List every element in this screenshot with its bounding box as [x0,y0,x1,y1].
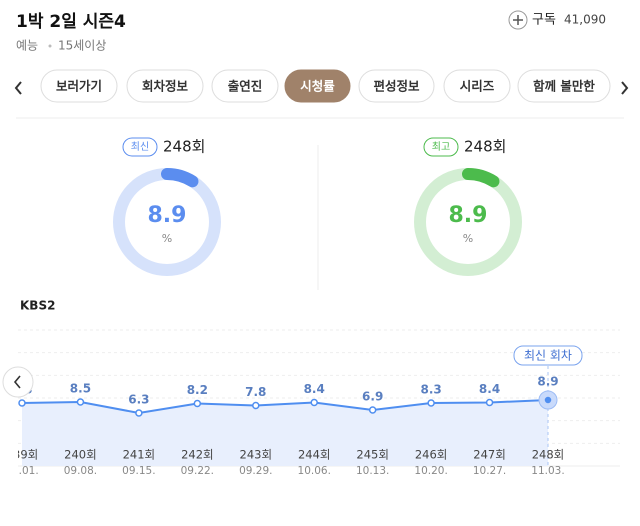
value-label: 8.3 [420,383,441,397]
x-date-label: 09.29. [239,465,272,477]
genre: 예능 [16,39,38,53]
value-label: 8.2 [187,383,208,397]
value-label: 6.3 [128,393,149,407]
tab-pill [517,69,611,103]
tab-label: 출연진 [228,79,263,94]
donut-arc [462,168,500,188]
badge-label: 최고 [432,141,450,153]
tabs-prev[interactable] [14,81,22,95]
tab[interactable]: 편성정보 [358,69,435,103]
rating: 15세이상 [58,39,106,53]
subscribe-label: 구독 [532,13,556,28]
tab-label: 함께 볼만한 [533,79,595,94]
point [193,399,202,408]
area [22,400,548,466]
point [310,398,318,407]
donut-unit: % [162,232,172,245]
value-label: 7.8 [245,385,266,399]
tab[interactable]: 출연진 [211,69,279,103]
summary: 최신 248회 8.9% 최고 248회 8.9% [113,137,522,276]
annotation: 최신 회차 [524,349,572,363]
donut-value: 8.9 [148,203,187,228]
tab[interactable]: 시리즈 [443,69,511,103]
point [485,398,494,407]
tab-label: 보러가기 [56,79,102,94]
x-tick-label: 245회 [356,448,389,462]
tabs: 보러가기 회차정보 출연진 시청률 편성정보 시리즈 함께 볼만한 [40,69,611,103]
value-label: 6.9 [362,390,383,404]
tab[interactable]: 함께 볼만한 [517,69,611,103]
x-tick-label: 247회 [473,448,506,462]
point [135,409,143,417]
donut-value: 8.9 [449,203,488,228]
subscribers: 41,090 [564,13,606,27]
tabs-next[interactable] [621,81,629,95]
tab-label: 편성정보 [373,79,420,94]
plus-circle [508,10,528,30]
badge [423,137,459,157]
x-tick-label: 243회 [240,448,273,462]
badge-label: 최신 [131,141,149,153]
point [18,399,26,407]
tab-label: 시리즈 [460,79,495,94]
badge [122,137,158,157]
episode: 248회 [163,138,205,156]
point [368,406,377,414]
point [544,396,552,404]
x-date-label: 09.22. [181,465,214,477]
donut-arc [161,168,199,188]
subscribe-button[interactable]: 구독 41,090 [508,10,606,30]
x-tick-label: 242회 [181,448,214,462]
tab-pill [443,69,511,103]
dot [48,44,52,48]
x-date-label: 10.20. [414,465,447,477]
x-date-label: 10.06. [298,465,331,477]
tab[interactable]: 보러가기 [40,69,118,103]
tab[interactable]: 회차정보 [126,69,204,103]
line [21,399,549,415]
tab[interactable]: 시청률 [284,69,351,103]
tab-pill [358,69,435,103]
annotation-box [513,345,583,366]
value-label: 8.9 [537,375,558,389]
tab-pill [284,69,351,103]
chart-prev-icon [13,375,21,389]
tab-pill [126,69,204,103]
tab-pill [211,69,279,103]
x-date-label: 09.08. [64,465,97,477]
episode: 248회 [464,138,506,156]
tab-pill [40,69,118,103]
point [427,399,435,407]
title: 1박 2일 시즌4 [16,12,126,32]
plus-icon [513,15,523,25]
x-tick-label: 239회 [6,448,39,462]
value-label: 8.4 [304,382,325,396]
x-tick-label: 240회 [64,448,97,462]
chart: 8.3 239회 09.01. 8.5 240회 09.08. 6.3 241회 09.15. 8… [5,329,620,477]
x-tick-label: 246회 [415,448,448,462]
x-date-label: 10.27. [473,465,506,477]
point [76,398,85,406]
point [252,401,260,410]
donut-unit: % [463,232,473,245]
x-date-label: 11.03. [531,465,564,477]
x-date-label: 09.15. [122,465,155,477]
x-tick-label: 244회 [298,448,331,462]
x-tick-label: 248회 [532,448,565,462]
x-date-label: 10.13. [356,465,389,477]
value-label: 8.5 [70,382,91,396]
tab-label: 회차정보 [142,79,189,94]
value-label: 8.4 [479,382,500,396]
tab-label: 시청률 [300,79,335,94]
x-date-label: 09.01. [5,465,38,477]
chart-prev[interactable] [2,366,34,398]
channel: KBS2 [20,299,55,313]
x-tick-label: 241회 [123,448,156,462]
